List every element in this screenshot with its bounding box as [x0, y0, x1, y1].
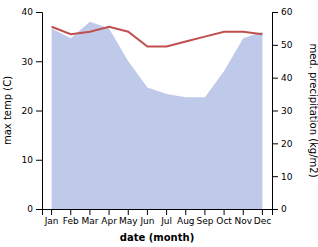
tick-mark [262, 209, 263, 215]
tick: 30 [22, 57, 42, 67]
tick-mark [272, 78, 278, 79]
tick: 20 [272, 139, 293, 149]
tick: 40 [22, 7, 42, 17]
tick-label: Feb [63, 216, 79, 226]
tick-mark [109, 209, 110, 215]
tick-label: 40 [22, 7, 34, 17]
axis-line [43, 210, 273, 216]
tick-mark [166, 209, 167, 215]
y-axis: 0 10 20 30 40 [22, 7, 43, 214]
plot: Jan FebMarAprMayJun Jul AugSepOctNovDec 0 10 2… [22, 7, 293, 226]
line [52, 27, 263, 47]
tick-label: 30 [281, 106, 293, 116]
tick-mark [272, 143, 278, 144]
tick-mark [36, 209, 42, 210]
tick-label: 30 [22, 57, 34, 67]
tick-label: Nov [234, 216, 252, 226]
axis-line [36, 13, 43, 210]
tick-mark [147, 209, 148, 215]
tick: Dec [254, 209, 271, 226]
tick-mark [224, 209, 225, 215]
tick: 20 [22, 106, 42, 116]
tick: Jan [44, 209, 59, 226]
tick-mark [36, 160, 42, 161]
tick-label: Jul [160, 216, 172, 226]
tick-label: 40 [281, 73, 293, 83]
axis-line [273, 13, 279, 210]
tick-label: Sep [196, 216, 213, 226]
tick: Jul [160, 209, 172, 226]
tick: 10 [22, 155, 42, 165]
tick-mark [36, 111, 42, 112]
tick-label: 0 [281, 204, 287, 214]
area [52, 22, 263, 209]
tick-label: Jun [139, 216, 154, 226]
tick-mark [36, 61, 42, 62]
tick: Oct [216, 209, 232, 226]
tick-mark [128, 209, 129, 215]
marks [52, 22, 263, 209]
tick: 50 [272, 40, 293, 50]
tick: 40 [272, 73, 293, 83]
tick-label: Oct [216, 216, 232, 226]
y-axis-title: max temp (C) [2, 76, 13, 145]
tick-label: 20 [22, 106, 34, 116]
tick-label: Aug [177, 216, 195, 226]
tick: 0 [272, 204, 287, 214]
tick-mark [272, 12, 278, 13]
tick: Sep [196, 209, 213, 226]
tick: Nov [234, 209, 252, 226]
tick: 30 [272, 106, 293, 116]
tick-label: Apr [101, 216, 117, 226]
tick-label: 0 [27, 204, 33, 214]
tick-mark [36, 12, 42, 13]
tick-label: May [119, 216, 138, 226]
tick-mark [243, 209, 244, 215]
tick-mark [272, 111, 278, 112]
tick: 10 [272, 172, 293, 182]
tick: May [119, 209, 138, 226]
tick-mark [272, 45, 278, 46]
x-axis: Jan FebMarAprMayJun Jul AugSepOctNovDec [43, 209, 273, 226]
tick-mark [272, 176, 278, 177]
tick-label: 10 [281, 172, 293, 182]
tick: Apr [101, 209, 117, 226]
tick-mark [204, 209, 205, 215]
tick-mark [51, 209, 52, 215]
tick: Aug [177, 209, 195, 226]
tick: 0 [27, 204, 42, 214]
tick-label: Jan [44, 216, 59, 226]
y2-axis-title: med. precipitation (kg/m2) [308, 43, 318, 177]
tick: 60 [272, 7, 293, 17]
tick: Mar [81, 209, 98, 226]
tick: Jun [139, 209, 154, 226]
tick-label: 20 [281, 139, 293, 149]
tick: Feb [63, 209, 79, 226]
tick-mark [70, 209, 71, 215]
tick-label: 60 [281, 7, 293, 17]
tick-label: 50 [281, 40, 293, 50]
tick-label: 10 [22, 155, 34, 165]
tick-label: Dec [254, 216, 271, 226]
tick-mark [185, 209, 186, 215]
y2-axis: 0 10 20 30 40 50 60 [272, 7, 293, 214]
tick-label: Mar [81, 216, 98, 226]
tick-mark [89, 209, 90, 215]
tick-mark [272, 209, 278, 210]
x-axis-title: date (month) [120, 232, 194, 243]
chart: Jan FebMarAprMayJun Jul AugSepOctNovDec 0 10 2… [0, 0, 318, 247]
